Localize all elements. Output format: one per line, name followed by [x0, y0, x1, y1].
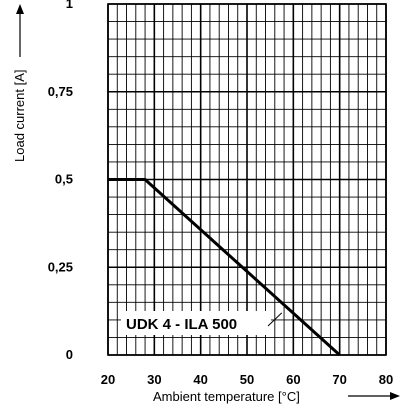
x-axis-arrow: [348, 392, 400, 400]
y-tick-label: 0: [66, 347, 73, 362]
x-tick-labels: 20 30 40 50 60 70 80: [101, 372, 393, 387]
y-tick-label: 1: [66, 0, 73, 11]
x-tick-label: 40: [193, 372, 207, 387]
series-layer: [108, 178, 341, 357]
x-tick-label: 50: [240, 372, 254, 387]
annotation: UDK 4 - ILA 500: [121, 311, 283, 335]
y-axis-label: Load current [A]: [12, 70, 27, 163]
y-axis-arrow: [16, 4, 24, 57]
annotation-leader-line: [267, 312, 283, 327]
chart-grid: [107, 3, 387, 356]
x-axis-label: Ambient temperature [°C]: [153, 389, 300, 404]
x-tick-label: 70: [332, 372, 346, 387]
y-tick-label: 0,25: [48, 259, 73, 274]
x-tick-label: 30: [147, 372, 161, 387]
annotation-label: UDK 4 - ILA 500: [126, 316, 237, 333]
series-line: [108, 178, 341, 357]
y-tick-label: 0,5: [55, 172, 73, 187]
x-tick-label: 80: [379, 372, 393, 387]
annotation-background: [121, 311, 271, 335]
y-tick-labels: 0 0,25 0,5 0,75 1: [48, 0, 73, 362]
y-tick-label: 0,75: [48, 84, 73, 99]
x-tick-label: 60: [286, 372, 300, 387]
x-tick-label: 20: [101, 372, 115, 387]
